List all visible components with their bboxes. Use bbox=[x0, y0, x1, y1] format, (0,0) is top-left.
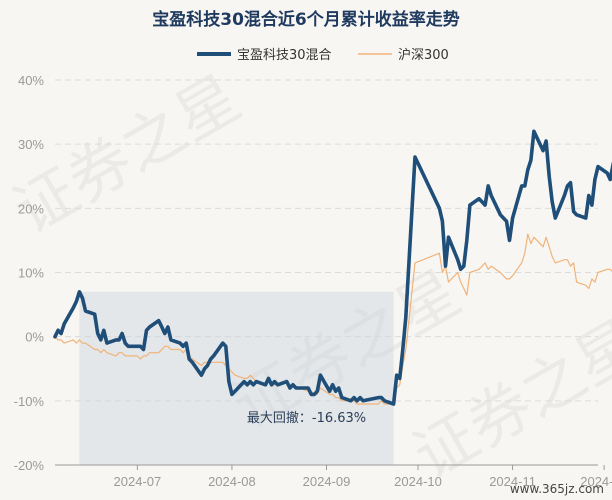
legend-label-fund: 宝盈科技30混合 bbox=[237, 48, 332, 63]
series-line-fund bbox=[53, 129, 612, 406]
chart-title: 宝盈科技30混合近6个月累计收益率走势 bbox=[152, 9, 460, 30]
max-drawdown-label: 最大回撤：-16.63% bbox=[247, 410, 366, 426]
site-watermark: www.365jz.com bbox=[510, 482, 604, 496]
x-tick-label: 2024-10 bbox=[394, 474, 442, 489]
y-tick-label: 10% bbox=[18, 266, 44, 281]
x-tick-label: 2024-08 bbox=[208, 474, 256, 489]
axes: -20% -10% 0% 10% 20% 30% 40% 2024-07 2024-08 2024… bbox=[14, 73, 612, 489]
x-tick-label: 2024-12 bbox=[580, 474, 612, 489]
legend-label-index: 沪深300 bbox=[398, 47, 449, 63]
y-tick-label: -10% bbox=[14, 394, 45, 409]
max-drawdown-area bbox=[79, 291, 394, 465]
x-tick-label: 2024-09 bbox=[303, 474, 351, 489]
legend: 宝盈科技30混合 沪深300 bbox=[197, 47, 449, 63]
x-tick-label: 2024-07 bbox=[114, 474, 162, 489]
y-tick-label: 30% bbox=[18, 137, 44, 152]
y-tick-label: 40% bbox=[18, 73, 44, 88]
watermark-text-0: 证券之星 bbox=[1, 61, 252, 248]
series bbox=[53, 129, 612, 406]
x-tick-label: 2024-11 bbox=[489, 474, 536, 489]
series-line-index bbox=[54, 233, 612, 405]
y-tick-label: -20% bbox=[14, 458, 45, 473]
y-tick-label: 20% bbox=[18, 201, 44, 216]
y-tick-label: 0% bbox=[25, 330, 44, 345]
